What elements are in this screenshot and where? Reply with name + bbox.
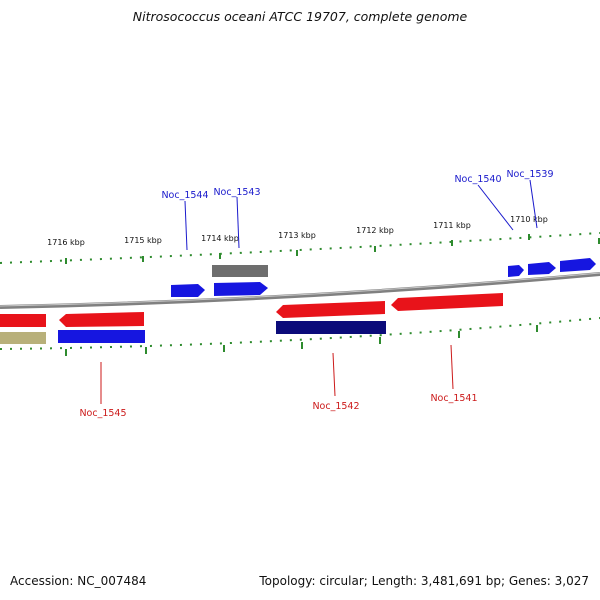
ruler-label-1710: 1710 kbp [510,215,548,224]
label-noc-1541: Noc_1541 [430,393,477,404]
genome-summary-text: Topology: circular; Length: 3,481,691 bp… [259,574,589,588]
label-noc-1544: Noc_1544 [161,190,208,201]
gene-labels: Noc_1544 Noc_1543 Noc_1540 Noc_1539 Noc_… [79,169,553,419]
gene-noc-1540 [508,265,524,277]
backbone-highlight [0,272,600,307]
gene-navy-block [276,321,386,334]
ruler-label-1715: 1715 kbp [124,236,162,245]
leader-noc-1540 [477,184,514,231]
ruler-label-1713: 1713 kbp [278,231,316,240]
gene-blue-lower [58,330,145,343]
lower-strand-genes [0,293,503,344]
gene-noc-1544 [171,284,205,297]
leader-noc-1539 [529,179,538,229]
label-leaders [100,179,538,404]
gene-noc-1541 [391,293,503,311]
outer-ruler-dots [0,232,600,264]
label-noc-1545: Noc_1545 [79,408,126,419]
gene-noc-1542 [276,301,385,318]
inner-ruler-dots [0,317,600,350]
gene-noc-1539 [528,262,556,275]
accession-text: Accession: NC_007484 [10,574,147,588]
outer-ruler: 1716 kbp 1715 kbp 1714 kbp 1713 kbp 1712… [0,215,600,264]
leader-noc-1544 [184,200,188,251]
label-noc-1539: Noc_1539 [506,169,553,180]
gene-red-left-edge [0,314,46,327]
leader-noc-1542 [332,352,336,397]
gene-noc-1543 [214,282,268,296]
ruler-label-1714: 1714 kbp [201,234,239,243]
gene-olive-left-edge [0,332,46,344]
label-noc-1543: Noc_1543 [213,187,260,198]
gene-noc-1545 [59,312,144,327]
upper-strand-genes [171,258,596,297]
gene-gray-block [212,265,268,277]
inner-ruler [0,317,600,356]
gene-blue-right [560,258,596,272]
ruler-label-1716: 1716 kbp [47,238,85,247]
backbone-line [0,272,600,309]
label-noc-1542: Noc_1542 [312,401,359,412]
ruler-label-1712: 1712 kbp [356,226,394,235]
label-noc-1540: Noc_1540 [454,174,501,185]
ruler-label-1711: 1711 kbp [433,221,471,230]
backbone [0,272,600,309]
leader-noc-1541 [450,344,454,390]
leader-noc-1543 [236,196,240,249]
map-title: Nitrosococcus oceani ATCC 19707, complet… [132,9,468,24]
